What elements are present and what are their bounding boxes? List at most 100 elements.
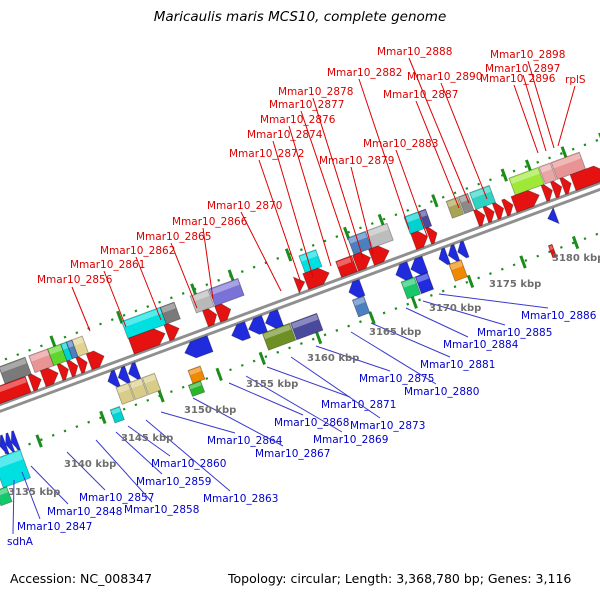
reverse-gene-label: Mmar10_2873 — [350, 420, 425, 432]
forward-gene-leader-line — [440, 82, 488, 200]
reverse-gene-leader-line — [422, 300, 506, 326]
scale-dot — [323, 239, 327, 243]
gene-glyph — [128, 361, 142, 380]
gene-glyph-highlight — [263, 324, 292, 340]
scale-dot — [311, 337, 315, 341]
gene-glyph-highlight — [416, 273, 430, 283]
position-label: 3175 kbp — [489, 279, 541, 290]
rna-tick — [99, 410, 107, 425]
forward-gene-leader-line — [312, 97, 364, 259]
gene-glyph-highlight — [419, 210, 428, 218]
gene-glyph-highlight — [353, 297, 366, 306]
forward-gene-leader-line — [170, 242, 198, 309]
rna-tick — [35, 434, 43, 448]
scale-dot — [583, 143, 587, 147]
scale-dot — [359, 226, 362, 230]
scale-dot — [595, 232, 599, 236]
position-label: 3150 kbp — [184, 405, 236, 416]
scale-dot — [16, 353, 20, 357]
reverse-gene-leader-line — [290, 356, 381, 419]
forward-gene-leader-line — [272, 140, 314, 278]
forward-gene-leader-line — [513, 84, 539, 154]
gene-glyph-highlight — [549, 245, 554, 251]
position-label: 3170 kbp — [429, 303, 481, 314]
reverse-gene-label: Mmar10_2867 — [255, 448, 330, 460]
scale-dot — [500, 267, 504, 271]
scale-dot — [418, 204, 421, 208]
reverse-gene-label: Mmar10_2848 — [47, 506, 122, 518]
gene-glyph — [448, 259, 468, 282]
scale-dot — [583, 237, 587, 241]
gene-glyph — [231, 321, 252, 342]
scale-dot — [453, 285, 457, 289]
scale-dot — [229, 368, 232, 372]
reverse-gene-label: Mmar10_2875 — [359, 373, 434, 385]
rna-tick — [116, 310, 124, 324]
position-label: 3165 kbp — [369, 327, 421, 338]
reverse-gene-label: Mmar10_2884 — [443, 339, 519, 351]
scale-dot — [406, 302, 410, 306]
rna-tick — [215, 367, 223, 381]
reverse-gene-leader-line — [315, 345, 391, 372]
gene-glyph-highlight — [299, 250, 318, 262]
forward-gene-label: Mmar10_2896 — [480, 73, 556, 85]
scale-dot — [465, 280, 469, 284]
position-label: 3160 kbp — [307, 353, 359, 364]
gene-glyph — [10, 430, 21, 451]
reverse-gene-label: Mmar10_2847 — [17, 521, 92, 533]
gene-glyph — [347, 230, 373, 256]
forward-gene-label: Mmar10_2865 — [136, 231, 211, 243]
forward-gene-label: Mmar10_2883 — [363, 138, 438, 150]
gene-glyph — [0, 449, 32, 489]
forward-gene-leader-line — [300, 110, 353, 263]
rna-tick — [431, 194, 439, 208]
rna-tick — [466, 274, 475, 289]
rna-tick — [157, 389, 165, 403]
scale-dot — [323, 333, 327, 337]
position-label: 3145 kbp — [121, 433, 173, 444]
gene-glyph — [0, 486, 13, 507]
scale-dot — [359, 320, 362, 324]
gene-glyph-highlight — [209, 279, 240, 295]
scale-dot — [512, 263, 516, 267]
scale-dot — [28, 442, 31, 446]
gene-glyph-highlight — [189, 381, 202, 390]
gene-glyph-highlight — [539, 164, 552, 173]
forward-gene-leader-line — [358, 78, 410, 230]
gene-glyph — [128, 377, 149, 401]
scale-dot — [311, 243, 315, 247]
gene-glyph — [457, 192, 475, 215]
scale-dot — [489, 178, 492, 182]
gene-glyph — [0, 434, 10, 455]
gene-glyph-highlight — [336, 256, 354, 267]
gene-glyph — [410, 255, 429, 276]
scale-dot — [169, 390, 173, 394]
reverse-gene-label: sdhA — [7, 536, 34, 548]
scale-dot — [335, 235, 339, 239]
gene-glyph-highlight — [122, 308, 162, 328]
gene-glyph-highlight — [48, 345, 63, 355]
gene-glyph — [289, 312, 324, 341]
reverse-gene-label: Mmar10_2881 — [420, 359, 495, 371]
scale-dot — [548, 250, 551, 254]
gene-glyph-highlight — [402, 278, 416, 288]
scale-dot — [571, 147, 575, 151]
scale-dot — [288, 346, 291, 350]
rna-tick — [368, 311, 376, 325]
scale-dot — [276, 257, 280, 260]
gene-glyph — [141, 372, 162, 396]
scale-dot — [75, 331, 79, 335]
scale-dot — [110, 318, 114, 322]
gene-glyph — [348, 278, 366, 299]
rna-tick — [258, 351, 266, 366]
scale-dot — [134, 403, 138, 407]
reverse-gene-leader-line — [160, 411, 236, 434]
reverse-gene-label: Mmar10_2880 — [404, 386, 479, 398]
gene-glyph — [508, 166, 545, 196]
rna-tick — [314, 330, 323, 345]
rna-tick — [190, 283, 198, 297]
forward-gene-label: Mmar10_2870 — [207, 200, 282, 212]
forward-gene-label: Mmar10_2879 — [319, 155, 394, 167]
reverse-gene-leader-line — [21, 471, 41, 520]
scale-dot — [394, 307, 398, 310]
